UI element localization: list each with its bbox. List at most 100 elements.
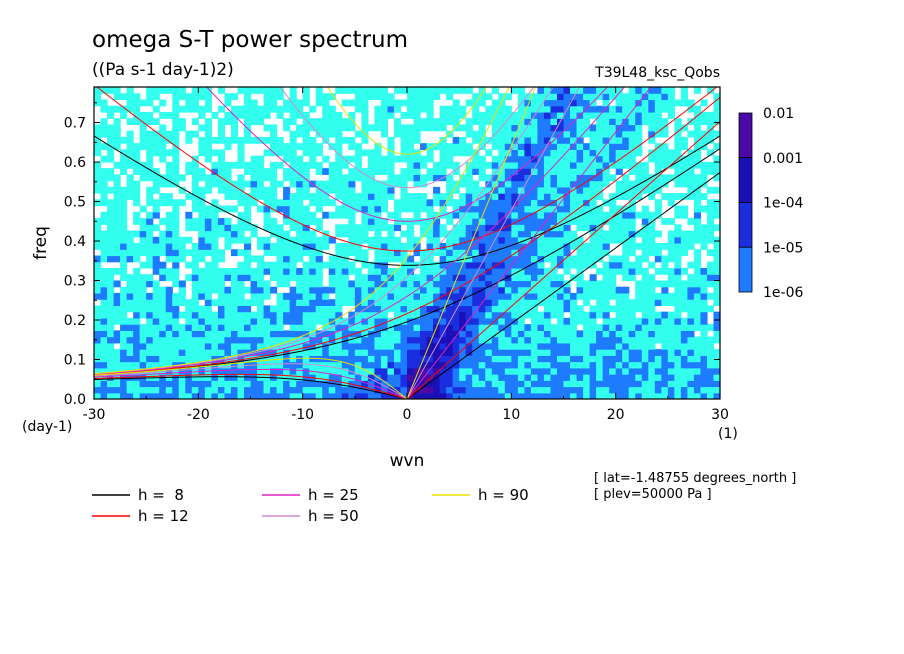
heatmap-cell bbox=[328, 367, 336, 375]
heatmap-cell bbox=[146, 361, 154, 369]
heatmap-cell bbox=[380, 99, 389, 107]
heatmap-cell bbox=[374, 199, 382, 207]
heatmap-cell bbox=[315, 286, 323, 294]
heatmap-cell bbox=[485, 224, 493, 232]
heatmap-cell bbox=[524, 386, 532, 394]
heatmap-cell bbox=[380, 299, 389, 306]
heatmap-cell bbox=[367, 155, 375, 163]
heatmap-cell bbox=[615, 143, 623, 150]
heatmap-cell bbox=[413, 243, 421, 250]
heatmap-cell bbox=[296, 130, 304, 138]
heatmap-cell bbox=[191, 292, 199, 300]
chart-title: omega S-T power spectrum bbox=[92, 27, 408, 53]
heatmap-cell bbox=[413, 180, 421, 188]
heatmap-cell bbox=[687, 130, 695, 138]
heatmap-cell bbox=[133, 292, 141, 300]
heatmap-cell bbox=[589, 355, 597, 363]
heatmap-cell bbox=[576, 330, 584, 338]
heatmap-cell bbox=[589, 236, 597, 244]
heatmap-cell bbox=[367, 299, 375, 306]
heatmap-cell bbox=[204, 249, 212, 257]
heatmap-cell bbox=[504, 105, 512, 113]
heatmap-cell bbox=[263, 218, 271, 225]
heatmap-cell bbox=[635, 161, 643, 169]
heatmap-cell bbox=[107, 361, 115, 369]
heatmap-cell bbox=[524, 224, 532, 232]
heatmap-cell bbox=[224, 111, 232, 119]
heatmap-cell bbox=[217, 311, 226, 319]
heatmap-cell bbox=[237, 230, 245, 238]
heatmap-cell bbox=[563, 324, 571, 331]
heatmap-cell bbox=[354, 386, 362, 394]
x-unit-label: (1) bbox=[718, 426, 738, 442]
heatmap-cell bbox=[556, 324, 565, 331]
heatmap-cell bbox=[198, 105, 206, 113]
heatmap-cell bbox=[152, 118, 160, 126]
heatmap-cell bbox=[276, 236, 284, 244]
heatmap-cell bbox=[472, 267, 480, 275]
heatmap-cell bbox=[243, 199, 252, 207]
heatmap-cell bbox=[139, 349, 147, 356]
heatmap-cell bbox=[667, 292, 675, 300]
heatmap-cell bbox=[687, 386, 695, 394]
heatmap-cell bbox=[243, 249, 252, 257]
heatmap-cell bbox=[426, 349, 434, 356]
heatmap-cell bbox=[289, 292, 297, 300]
heatmap-cell bbox=[393, 87, 402, 94]
heatmap-cell bbox=[700, 330, 708, 338]
heatmap-cell bbox=[491, 224, 499, 232]
heatmap-cell bbox=[687, 174, 695, 182]
heatmap-cell bbox=[609, 317, 617, 325]
heatmap-cell bbox=[335, 349, 343, 356]
heatmap-cell bbox=[576, 180, 584, 188]
heatmap-cell bbox=[648, 93, 656, 101]
x-tick-label: -30 bbox=[83, 407, 106, 423]
heatmap-cell bbox=[654, 93, 662, 101]
heatmap-cell bbox=[563, 286, 571, 294]
heatmap-cell bbox=[120, 286, 128, 294]
heatmap-cell bbox=[641, 367, 649, 375]
heatmap-cell bbox=[146, 136, 154, 144]
heatmap-cell bbox=[446, 280, 454, 288]
heatmap-cell bbox=[354, 105, 362, 113]
heatmap-cell bbox=[615, 336, 623, 344]
heatmap-cell bbox=[152, 292, 160, 300]
heatmap-cell bbox=[622, 380, 630, 388]
heatmap-cell bbox=[570, 342, 578, 350]
heatmap-cell bbox=[146, 280, 154, 288]
heatmap-cell bbox=[367, 292, 375, 300]
heatmap-cell bbox=[296, 211, 304, 219]
heatmap-cell bbox=[472, 93, 480, 101]
heatmap-cell bbox=[498, 211, 506, 219]
heatmap-cell bbox=[491, 174, 499, 182]
heatmap-cell bbox=[250, 336, 258, 344]
heatmap-cell bbox=[263, 280, 271, 288]
heatmap-cell bbox=[543, 324, 552, 331]
heatmap-cell bbox=[126, 342, 134, 350]
heatmap-cell bbox=[126, 280, 134, 288]
heatmap-cell bbox=[367, 218, 375, 225]
heatmap-cell bbox=[250, 286, 258, 294]
heatmap-cell bbox=[635, 380, 643, 388]
heatmap-cell bbox=[172, 349, 180, 356]
heatmap-cell bbox=[420, 230, 428, 238]
heatmap-cell bbox=[420, 267, 428, 275]
heatmap-cell bbox=[276, 292, 284, 300]
heatmap-cell bbox=[341, 367, 349, 375]
colorbar-label: 0.001 bbox=[763, 151, 803, 167]
heatmap-cell bbox=[465, 342, 473, 350]
heatmap-cell bbox=[465, 149, 473, 157]
heatmap-cell bbox=[276, 255, 284, 263]
heatmap-cell bbox=[185, 305, 193, 313]
heatmap-cell bbox=[107, 355, 115, 363]
heatmap-cell bbox=[504, 168, 512, 175]
heatmap-cell bbox=[446, 274, 454, 282]
heatmap-cell bbox=[172, 336, 180, 344]
heatmap-cell bbox=[107, 236, 115, 244]
heatmap-cell bbox=[459, 124, 467, 132]
heatmap-cell bbox=[393, 361, 402, 369]
heatmap-cell bbox=[609, 118, 617, 126]
heatmap-cell bbox=[654, 317, 662, 325]
heatmap-cell bbox=[400, 292, 408, 300]
heatmap-cell bbox=[576, 224, 584, 232]
